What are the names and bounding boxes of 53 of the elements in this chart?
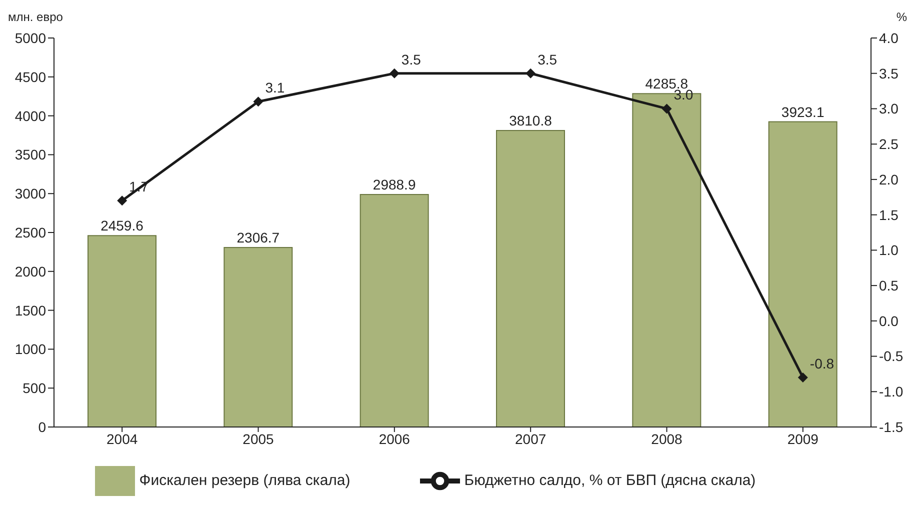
y-tick-label: 5000: [14, 30, 46, 46]
y2-tick-label: -0.5: [879, 348, 904, 364]
y2-tick-label: 1.5: [879, 206, 899, 223]
y-tick-label: 2500: [14, 224, 46, 240]
data-label: 3.5: [538, 51, 558, 68]
y2-tick-label: -1.5: [879, 418, 904, 435]
y-axis-title: млн. евро: [8, 10, 63, 24]
point: [117, 196, 128, 206]
data-label: 3810.8: [509, 112, 552, 129]
data-label: -0.8: [810, 355, 834, 372]
data-label: 3923.1: [781, 104, 824, 120]
y2-axis-title: %: [896, 10, 907, 24]
y-tick-label: 500: [22, 380, 46, 396]
legend-label: Бюджетно салдо, % от БВП (дясна скала): [464, 472, 756, 489]
point: [253, 96, 264, 107]
y-tick-label: 4500: [14, 68, 46, 85]
y2-tick-label: 1.0: [879, 242, 899, 258]
bar: [768, 121, 838, 427]
y2-tick-label: 0.0: [879, 312, 899, 329]
y2-tick-label: 2.5: [879, 136, 899, 152]
y2-tick-label: 0.5: [879, 278, 899, 294]
legend-label: Фискален резерв (лява скала): [139, 472, 350, 489]
y-tick-label: 1000: [14, 341, 46, 358]
y-tick-label: 0: [38, 418, 46, 435]
x-tick-label: 2007: [515, 430, 546, 447]
data-label: 2306.7: [236, 230, 280, 246]
x-tick-label: 2009: [787, 430, 819, 447]
y-tick-label: 3000: [14, 186, 46, 202]
x-tick-label: 2004: [106, 430, 138, 447]
y2-tick-label: -1.0: [879, 384, 904, 400]
bar: [224, 247, 293, 427]
y-tick-label: 2000: [14, 263, 46, 280]
bar: [88, 235, 156, 427]
y-tick-label: 4000: [14, 108, 46, 124]
data-label: 2988.9: [372, 176, 416, 192]
x-tick-label: 2006: [378, 430, 410, 447]
x-tick-label: 2005: [242, 430, 274, 447]
y-tick-label: 3500: [14, 146, 46, 163]
data-label: 3.5: [401, 51, 422, 68]
y2-tick-label: 3.0: [879, 100, 899, 117]
bar: [496, 130, 565, 427]
y2-tick-label: 4.0: [879, 30, 899, 46]
x-tick-label: 2008: [651, 430, 683, 447]
point: [389, 68, 400, 78]
y2-tick-label: 2.0: [879, 171, 899, 188]
bar: [360, 194, 429, 427]
data-label: 2459.6: [100, 218, 144, 234]
point: [798, 372, 808, 382]
data-label: 3.1: [265, 80, 285, 96]
y2-tick-label: 3.5: [879, 65, 899, 82]
point: [662, 104, 672, 114]
y-tick-label: 1500: [14, 302, 46, 318]
point: [526, 68, 536, 78]
